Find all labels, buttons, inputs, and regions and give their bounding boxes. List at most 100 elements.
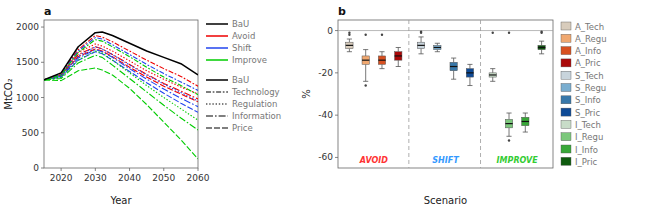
median: [450, 66, 457, 67]
y-tick-label: 0: [327, 26, 333, 36]
median: [505, 123, 512, 124]
y-tick: [41, 132, 44, 133]
cap-high: [435, 43, 440, 44]
cap-high: [523, 113, 528, 114]
box: [450, 62, 457, 70]
group-label: IMPROVE: [497, 156, 539, 165]
whisker-low: [381, 64, 382, 68]
legend-swatch: [206, 35, 228, 37]
whisker-low: [541, 50, 542, 54]
median: [395, 55, 402, 56]
flier: [348, 34, 350, 36]
legend-swatch: [561, 22, 571, 30]
y-tick: [41, 27, 44, 28]
reference-line: [338, 30, 553, 31]
y-tick: [41, 97, 44, 98]
whisker-high: [421, 37, 422, 42]
x-tick-label: 2030: [84, 173, 107, 183]
y-tick-label: -40: [318, 110, 333, 120]
flier: [381, 34, 383, 36]
group-label: SHIFT: [432, 156, 459, 165]
cap-high: [539, 41, 544, 42]
flier: [364, 34, 366, 36]
cap-high: [490, 68, 495, 69]
x-tick: [163, 168, 164, 171]
legend-label: A_Info: [575, 46, 601, 56]
flier: [492, 31, 494, 33]
y-tick-label: -60: [318, 152, 333, 162]
legend-label: Price: [232, 123, 253, 133]
plot-frame: [338, 20, 553, 168]
series-line: [44, 49, 198, 102]
cap-low: [419, 53, 424, 54]
median: [522, 121, 529, 122]
median: [378, 60, 385, 61]
cap-low: [379, 68, 384, 69]
group-divider: [408, 20, 409, 168]
legend-swatch: [561, 34, 571, 42]
y-tick: [335, 30, 338, 31]
plot-frame: [44, 20, 198, 168]
cap-high: [347, 39, 352, 40]
panel-title: b: [338, 5, 346, 18]
cap-low: [467, 85, 472, 86]
median: [434, 47, 441, 48]
legend-label: Regulation: [232, 99, 277, 109]
whisker-high: [492, 69, 493, 73]
legend-label: I_Tech: [575, 120, 601, 130]
series-line: [44, 68, 198, 159]
flier: [348, 31, 350, 33]
median: [538, 47, 545, 48]
lines: [44, 32, 198, 159]
legend-swatch: [561, 59, 571, 67]
legend-swatch: [561, 145, 571, 153]
x-tick-label: 2050: [152, 173, 175, 183]
legend-swatch: [561, 96, 571, 104]
legend-label: Improve: [232, 55, 267, 65]
group-label: AVOID: [359, 156, 388, 165]
series-line: [44, 32, 198, 80]
figure: 050010001500200020202030204020502060Year…: [0, 0, 650, 212]
whisker-high: [509, 113, 510, 119]
whisker-low: [398, 60, 399, 66]
cap-high: [396, 47, 401, 48]
cap-high: [451, 58, 456, 59]
flier: [508, 31, 510, 33]
series-line: [44, 55, 198, 130]
cap-high: [467, 64, 472, 65]
series-line: [44, 47, 198, 101]
x-tick: [61, 168, 62, 171]
cap-high: [506, 113, 511, 114]
cap-low: [490, 81, 495, 82]
legend-label: I_Pric: [575, 157, 598, 167]
x-tick: [129, 168, 130, 171]
cap-low: [396, 66, 401, 67]
legend-label: A_Pric: [575, 58, 601, 68]
cap-high: [363, 49, 368, 50]
x-axis-label: Year: [109, 195, 132, 206]
box: [434, 45, 441, 49]
legend-label: S_Pric: [575, 108, 600, 118]
flier: [508, 139, 510, 141]
whisker-low: [453, 71, 454, 79]
x-tick: [95, 168, 96, 171]
cap-low: [435, 51, 440, 52]
legend-swatch: [206, 103, 228, 104]
group-divider: [480, 20, 481, 168]
whisker-high: [365, 50, 366, 56]
series-line: [44, 40, 198, 95]
legend-label: S_Regu: [575, 83, 606, 93]
x-tick-label: 2060: [187, 173, 210, 183]
box: [466, 69, 473, 77]
y-axis-label: %: [301, 89, 312, 99]
y-tick-label: 0: [33, 163, 39, 173]
whisker-high: [381, 52, 382, 56]
whisker-high: [349, 39, 350, 42]
panel-a: 050010001500200020202030204020502060Year…: [3, 5, 281, 206]
whisker-high: [525, 113, 526, 117]
median: [346, 45, 353, 46]
series-line: [44, 50, 198, 107]
cap-high: [419, 36, 424, 37]
flier: [420, 30, 422, 32]
legend-swatch: [206, 91, 228, 92]
